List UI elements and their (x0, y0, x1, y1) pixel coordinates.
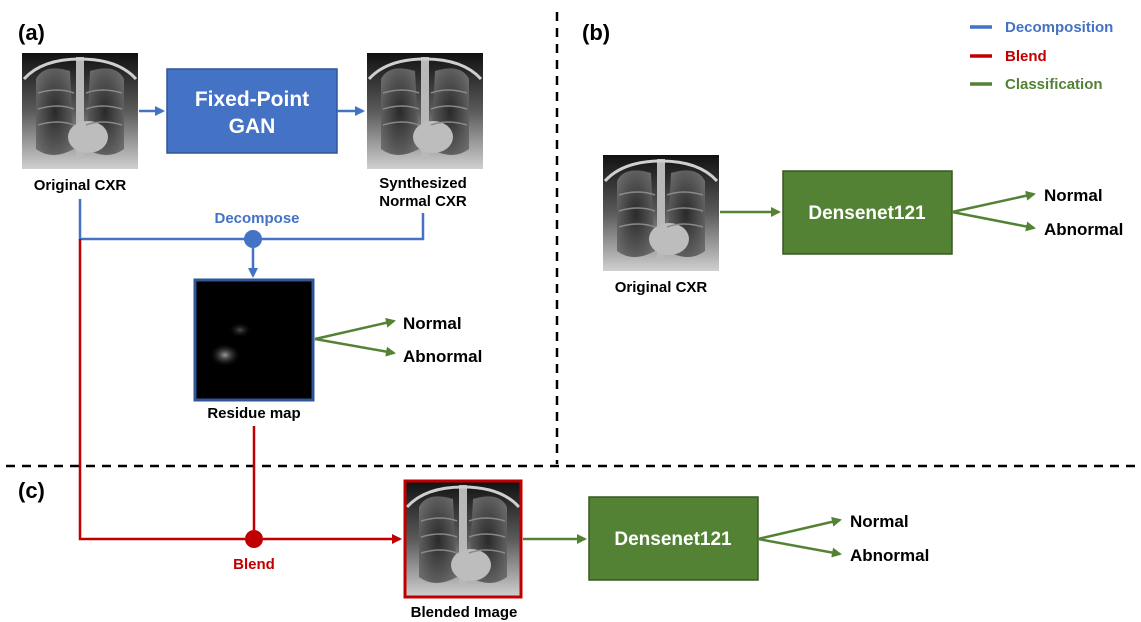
decompose-connector-right (261, 213, 425, 241)
panel-label-a: (a) (18, 20, 45, 45)
blend-label: Blend (233, 556, 275, 573)
blended-image (403, 479, 523, 599)
legend-blend-label: Blend (1005, 48, 1047, 65)
synthesized-caption-line1: Synthesized (379, 175, 467, 192)
legend-decomposition-label: Decomposition (1005, 19, 1113, 36)
residue-map-highlight-faint (228, 322, 252, 338)
densenet-box-label-b: Densenet121 (808, 203, 926, 224)
densenet-c-output-abnormal: Abnormal (850, 546, 929, 565)
synthesized-cxr-image (365, 51, 485, 171)
panel-c: Blend Blended Image Densenet121 Normal A… (78, 239, 929, 621)
synthesized-caption-line2: Normal CXR (379, 193, 467, 210)
blend-node (245, 530, 263, 548)
arrow-densenet-c-to-abnormal (757, 537, 842, 558)
blended-image-caption: Blended Image (411, 604, 518, 621)
gan-box-label-line1: Fixed-Point (195, 88, 309, 111)
residue-output-abnormal: Abnormal (403, 347, 482, 366)
densenet-b-output-abnormal: Abnormal (1044, 220, 1123, 239)
decompose-node (244, 230, 262, 248)
densenet-c-output-normal: Normal (850, 512, 909, 531)
original-cxr-image-b (601, 153, 721, 273)
arrow-residue-to-abnormal (314, 337, 396, 357)
decompose-label: Decompose (214, 210, 299, 227)
residue-output-normal: Normal (403, 314, 462, 333)
densenet-box-label-c: Densenet121 (614, 529, 732, 550)
residue-map-caption: Residue map (207, 405, 300, 422)
densenet-box-c (588, 496, 759, 581)
blended-image-border (403, 479, 523, 599)
arrow-residue-to-normal (314, 317, 396, 341)
arrow-densenet-c-to-normal (757, 516, 842, 541)
panel-a: Original CXR Fixed-Point GAN Synthesized… (20, 51, 485, 422)
residue-map-image (193, 278, 315, 402)
original-cxr-caption-a: Original CXR (34, 177, 127, 194)
original-cxr-caption-b: Original CXR (615, 279, 708, 296)
legend-classification-label: Classification (1005, 76, 1103, 93)
densenet-b-output-normal: Normal (1044, 186, 1103, 205)
panel-label-c: (c) (18, 478, 45, 503)
legend: Decomposition Blend Classification (970, 19, 1113, 93)
original-cxr-image-a (20, 51, 140, 171)
fixed-point-gan-box (166, 68, 338, 154)
blend-connector-original (78, 239, 245, 541)
panel-b: Original CXR Densenet121 Normal Abnormal (601, 153, 1123, 296)
gan-box-label-line2: GAN (229, 115, 276, 138)
arrow-densenet-b-to-normal (951, 190, 1036, 214)
residue-map-highlight (209, 343, 241, 367)
panel-label-b: (b) (582, 20, 610, 45)
arrow-densenet-b-to-abnormal (951, 210, 1036, 232)
